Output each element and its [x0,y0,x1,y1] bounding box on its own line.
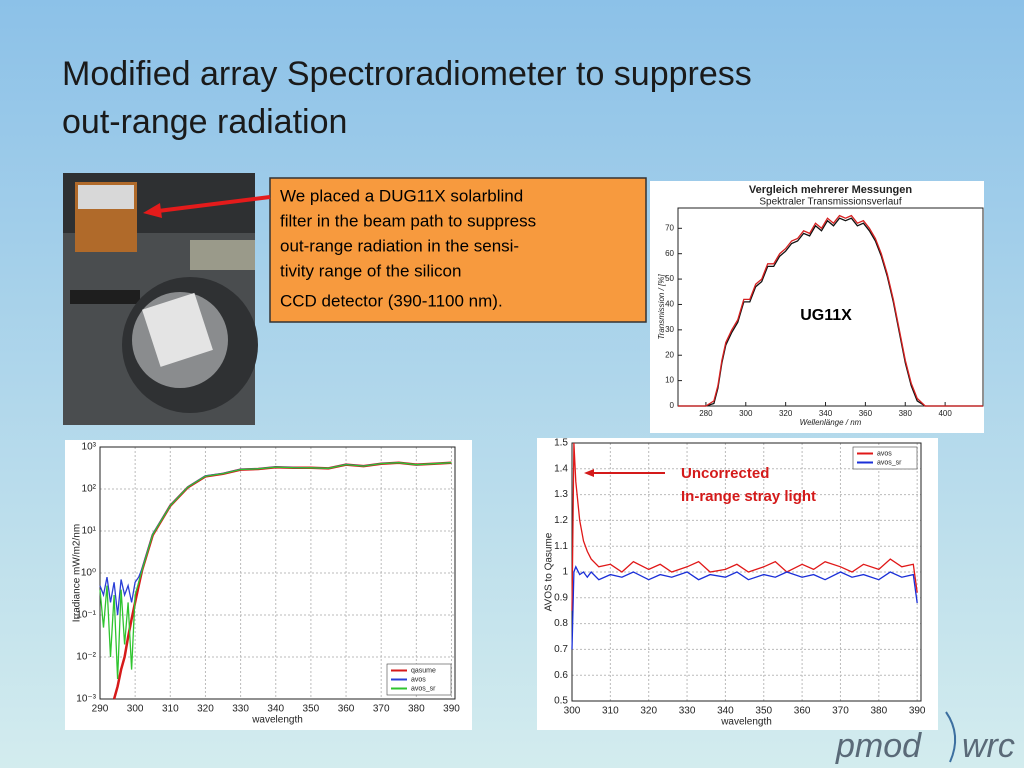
callout-text: filter in the beam path to suppress [280,211,536,230]
y-tick-label: 0.9 [554,592,568,603]
x-tick-label: 310 [162,704,179,715]
y-tick-label: 10⁰ [81,568,96,579]
y-tick-label: 60 [665,249,674,258]
legend-label: avos_sr [877,459,902,466]
callout-arrow [143,195,271,218]
x-axis-label: wavelength [251,715,303,726]
y-tick-label: 10⁻³ [76,694,96,705]
annotation: UG11X [800,307,852,324]
y-tick-label: 70 [665,223,674,232]
x-tick-label: 340 [267,704,284,715]
x-tick-label: 310 [602,706,619,717]
legend-label: avos [877,450,892,457]
chart-panel [650,181,984,433]
chart: 0.5 0.6 0.7 0.8 0.9 1 1.1 1.2 1.3 1.4 1.5 300 310 320… [537,438,938,730]
x-tick-label: 350 [303,704,320,715]
y-tick-label: 20 [665,350,674,359]
x-tick-label: 320 [197,704,214,715]
x-tick-label: 370 [373,704,390,715]
x-tick-label: 290 [92,704,109,715]
plot-frame [677,207,984,407]
chart: 10⁻³ 10⁻² 10⁻¹ 10⁰ 10¹ 10² 10³ 290 300 310 320 330 3… [65,440,472,730]
y-tick-label: 10³ [82,442,97,453]
x-tick-label: 390 [443,704,460,715]
callout-text: out-range radiation in the sensi- [280,236,519,255]
x-axis-label: Wellenlänge / nm [800,418,862,427]
y-tick-label: 1.1 [554,541,568,552]
x-tick-label: 360 [859,409,873,418]
x-tick-label: 330 [679,706,696,717]
logo-left: pmod [835,727,922,765]
slide-title: out-range radiation [62,103,347,141]
y-axis-label: AVOS to Qasume [544,532,555,611]
y-tick-label: 0.5 [554,696,568,707]
x-tick-label: 280 [699,409,713,418]
chart-subtitle: Spektraler Transmissionsverlauf [759,197,901,208]
photo [63,173,258,425]
logo: pmod wrc [835,711,1015,765]
series-line [571,442,918,611]
callout-text: tivity range of the silicon [280,261,461,280]
x-tick-label: 340 [717,706,734,717]
series-line [678,214,983,407]
callout-text: CCD detector (390-1100 nm). [280,291,503,310]
x-tick-label: 350 [755,706,772,717]
plot-frame [99,446,456,700]
x-tick-label: 360 [338,704,355,715]
y-tick-label: 0.8 [554,618,568,629]
legend-label: avos [411,676,426,683]
y-tick-label: 50 [665,274,674,283]
x-tick-label: 380 [899,409,913,418]
y-axis-label: Transmission / [%] [657,274,666,340]
annotation: Uncorrected [681,465,769,482]
callout-text: We placed a DUG11X solarblind [280,186,523,205]
x-tick-label: 330 [232,704,249,715]
annotation-arrowhead [584,469,594,477]
annotation: In-range stray light [681,488,816,505]
x-tick-label: 390 [909,706,926,717]
y-tick-label: 0.7 [554,644,568,655]
legend-box [386,663,452,696]
x-axis-label: wavelength [720,717,772,728]
chart-title: Vergleich mehrerer Messungen [749,184,913,196]
x-tick-label: 320 [640,706,657,717]
y-tick-label: 10⁻¹ [76,610,96,621]
x-tick-label: 320 [779,409,793,418]
logo-right: wrc [962,727,1015,765]
y-axis-label: Irradiance mW/m2/nm [72,524,83,622]
y-tick-label: 30 [665,325,674,334]
x-tick-label: 380 [408,704,425,715]
y-tick-label: 10⁻² [76,652,96,663]
chart: 0 10 20 30 40 50 60 70 280 300 320 340 360 380 400 Verg… [650,181,984,433]
x-tick-label: 400 [938,409,952,418]
x-tick-label: 360 [794,706,811,717]
legend-label: avos_sr [411,685,436,692]
series-line [571,565,918,650]
y-tick-label: 10¹ [82,526,97,537]
y-tick-label: 1.3 [554,489,568,500]
slide-title: Modified array Spectroradiometer to supp… [62,55,752,93]
x-tick-label: 300 [739,409,753,418]
x-tick-label: 370 [832,706,849,717]
legend-label: qasume [411,667,436,674]
y-tick-label: 1.2 [554,515,568,526]
x-tick-label: 380 [870,706,887,717]
x-tick-label: 340 [819,409,833,418]
y-tick-label: 10² [82,484,97,495]
y-tick-label: 0.6 [554,670,568,681]
chart-panel [537,438,938,730]
y-tick-label: 40 [665,300,674,309]
x-tick-label: 300 [127,704,144,715]
series-line [99,462,452,680]
y-tick-label: 1.4 [554,463,568,474]
y-tick-label: 1 [562,567,568,578]
callout-box [269,177,647,323]
y-tick-label: 1.5 [554,438,568,449]
x-tick-label: 300 [564,706,581,717]
y-tick-label: 0 [670,401,675,410]
y-tick-label: 10 [665,376,674,385]
